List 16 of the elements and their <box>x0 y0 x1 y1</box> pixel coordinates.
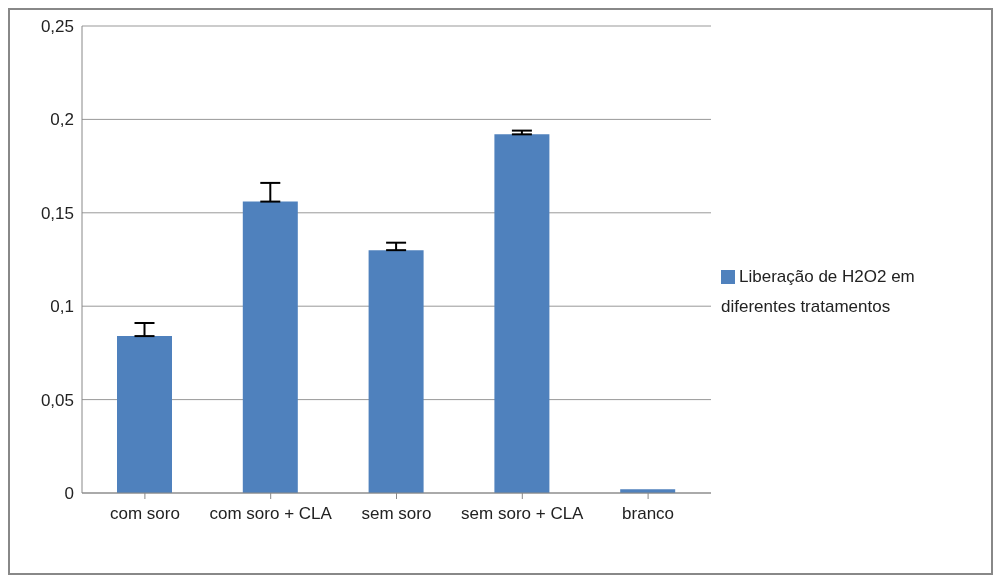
y-tick-label: 0,15 <box>40 203 74 223</box>
y-tick-label: 0,25 <box>40 17 74 37</box>
y-tick-label: 0 <box>64 484 74 504</box>
x-tick-label: com soro + CLA <box>209 504 333 524</box>
y-tick-label: 0,2 <box>50 110 74 130</box>
y-tick-label: 0,1 <box>50 297 74 317</box>
y-tick-label: 0,05 <box>40 390 74 410</box>
x-tick-label: sem soro <box>361 504 432 524</box>
bar <box>242 201 298 493</box>
bar <box>368 250 424 493</box>
x-tick-label: sem soro + CLA <box>461 504 585 524</box>
bar <box>117 336 172 493</box>
x-tick-label: com soro <box>109 504 180 524</box>
legend-label: Liberação de H2O2 em diferentes tratamentos <box>721 266 915 316</box>
bar <box>494 134 550 493</box>
x-tick-label: branco <box>622 504 675 524</box>
